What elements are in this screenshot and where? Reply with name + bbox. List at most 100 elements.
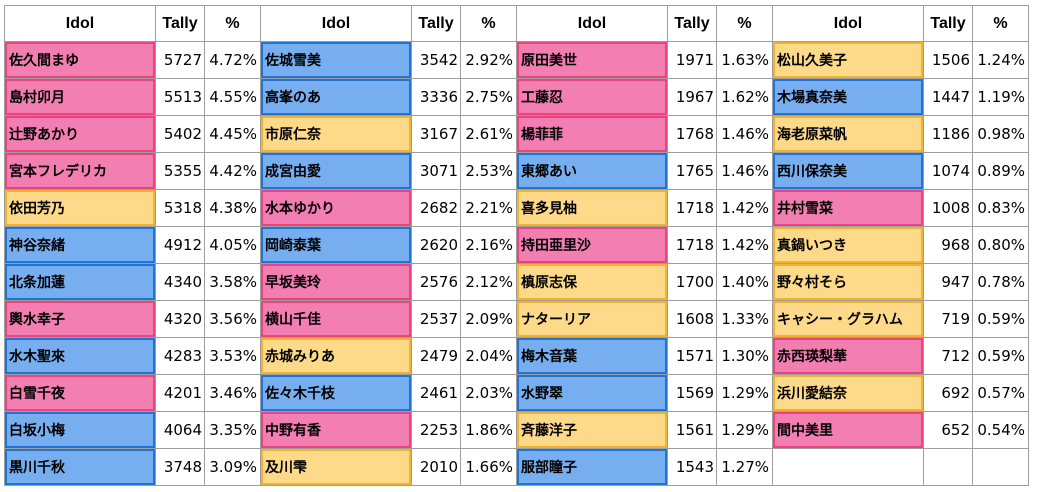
tally-cell: 1506: [923, 41, 973, 79]
table-row: 輿水幸子 4320 3.56% 横山千佳 2537 2.09% ナターリア 1608 1.33%…: [4, 300, 1029, 338]
percent-cell: 0.80%: [972, 226, 1029, 264]
header-idol: Idol: [260, 5, 412, 42]
tally-cell: 1718: [667, 189, 717, 227]
header-tally: Tally: [155, 5, 205, 42]
percent-cell: 1.24%: [972, 41, 1029, 79]
percent-cell: 1.46%: [716, 115, 773, 153]
tally-cell: 5727: [155, 41, 205, 79]
idol-name-cell: 水本ゆかり: [260, 189, 412, 227]
header-percent: %: [204, 5, 261, 42]
percent-cell: 1.63%: [716, 41, 773, 79]
tally-cell: 1967: [667, 78, 717, 116]
percent-cell: 2.09%: [460, 300, 517, 338]
tally-cell: 1768: [667, 115, 717, 153]
idol-name-cell: 野々村そら: [772, 263, 924, 301]
tally-cell: 4340: [155, 263, 205, 301]
percent-cell: 2.75%: [460, 78, 517, 116]
tally-cell: 3167: [411, 115, 461, 153]
idol-name-cell: 依田芳乃: [4, 189, 156, 227]
tally-cell: 1765: [667, 152, 717, 190]
tally-cell: 3071: [411, 152, 461, 190]
idol-name-cell: 梅木音葉: [516, 337, 668, 375]
idol-name-cell: 斉藤洋子: [516, 411, 668, 449]
idol-tally-table: Idol Tally % Idol Tally % Idol Tally % I…: [4, 5, 1029, 486]
table-row: 島村卯月 5513 4.55% 高峯のあ 3336 2.75% 工藤忍 1967 1.62% 木場…: [4, 78, 1029, 116]
percent-cell: 1.19%: [972, 78, 1029, 116]
header-row: Idol Tally % Idol Tally % Idol Tally % I…: [4, 5, 1029, 42]
percent-cell: 1.42%: [716, 189, 773, 227]
tally-cell: 1186: [923, 115, 973, 153]
percent-cell: 4.05%: [204, 226, 261, 264]
percent-cell: 0.54%: [972, 411, 1029, 449]
tally-cell: 1008: [923, 189, 973, 227]
idol-name-cell: 井村雪菜: [772, 189, 924, 227]
tally-table-wrapper: Idol Tally % Idol Tally % Idol Tally % I…: [4, 5, 1029, 486]
table-row: 宮本フレデリカ 5355 4.42% 成宮由愛 3071 2.53% 東郷あい 1765 1.4…: [4, 152, 1029, 190]
table-row: 白坂小梅 4064 3.35% 中野有香 2253 1.86% 斉藤洋子 1561 1.29% 間…: [4, 411, 1029, 449]
header-idol: Idol: [772, 5, 924, 42]
table-row: 佐久間まゆ 5727 4.72% 佐城雪美 3542 2.92% 原田美世 1971 1.63%…: [4, 41, 1029, 79]
tally-cell: 719: [923, 300, 973, 338]
tally-cell: 3542: [411, 41, 461, 79]
idol-name-cell: 服部瞳子: [516, 448, 668, 486]
table-row: 依田芳乃 5318 4.38% 水本ゆかり 2682 2.21% 喜多見柚 1718 1.42%…: [4, 189, 1029, 227]
percent-cell: 0.83%: [972, 189, 1029, 227]
percent-cell: 1.33%: [716, 300, 773, 338]
idol-name-cell: 東郷あい: [516, 152, 668, 190]
table-row: 白雪千夜 4201 3.46% 佐々木千枝 2461 2.03% 水野翠 1569 1.29% 浜…: [4, 374, 1029, 412]
idol-name-cell: 浜川愛結奈: [772, 374, 924, 412]
idol-name-cell: 及川雫: [260, 448, 412, 486]
tally-cell: 1543: [667, 448, 717, 486]
table-row: 水木聖來 4283 3.53% 赤城みりあ 2479 2.04% 梅木音葉 1571 1.30%…: [4, 337, 1029, 375]
idol-name-cell: 松山久美子: [772, 41, 924, 79]
idol-name-cell: 佐々木千枝: [260, 374, 412, 412]
header-tally: Tally: [667, 5, 717, 42]
percent-cell: 1.86%: [460, 411, 517, 449]
percent-cell: 4.42%: [204, 152, 261, 190]
tally-cell: 1700: [667, 263, 717, 301]
idol-name-cell: 岡崎泰葉: [260, 226, 412, 264]
idol-name-cell: 辻野あかり: [4, 115, 156, 153]
percent-cell: 2.03%: [460, 374, 517, 412]
percent-cell: 1.46%: [716, 152, 773, 190]
tally-cell: 5513: [155, 78, 205, 116]
idol-name-cell: 楊菲菲: [516, 115, 668, 153]
idol-name-cell: 赤西瑛梨華: [772, 337, 924, 375]
idol-name-cell: 成宮由愛: [260, 152, 412, 190]
tally-cell: 947: [923, 263, 973, 301]
idol-name-cell: 輿水幸子: [4, 300, 156, 338]
tally-cell: 652: [923, 411, 973, 449]
percent-cell: 1.42%: [716, 226, 773, 264]
idol-name-cell: 赤城みりあ: [260, 337, 412, 375]
table-row: 辻野あかり 5402 4.45% 市原仁奈 3167 2.61% 楊菲菲 1768 1.46% 海…: [4, 115, 1029, 153]
header-percent: %: [972, 5, 1029, 42]
percent-cell: 3.35%: [204, 411, 261, 449]
tally-cell: 2576: [411, 263, 461, 301]
table-row: 黒川千秋 3748 3.09% 及川雫 2010 1.66% 服部瞳子 1543 1.27%: [4, 448, 1029, 486]
percent-cell: 2.12%: [460, 263, 517, 301]
percent-cell: 0.78%: [972, 263, 1029, 301]
percent-cell: 1.29%: [716, 411, 773, 449]
empty-cell: [923, 448, 973, 486]
header-percent: %: [460, 5, 517, 42]
percent-cell: 3.53%: [204, 337, 261, 375]
idol-name-cell: 水野翠: [516, 374, 668, 412]
idol-name-cell: 島村卯月: [4, 78, 156, 116]
idol-name-cell: 真鍋いつき: [772, 226, 924, 264]
tally-cell: 712: [923, 337, 973, 375]
idol-name-cell: 白坂小梅: [4, 411, 156, 449]
idol-name-cell: 槙原志保: [516, 263, 668, 301]
tally-cell: 4320: [155, 300, 205, 338]
tally-cell: 2620: [411, 226, 461, 264]
idol-name-cell: キャシー・グラハム: [772, 300, 924, 338]
header-tally: Tally: [923, 5, 973, 42]
percent-cell: 1.29%: [716, 374, 773, 412]
tally-cell: 1971: [667, 41, 717, 79]
tally-cell: 4912: [155, 226, 205, 264]
tally-cell: 2537: [411, 300, 461, 338]
percent-cell: 2.61%: [460, 115, 517, 153]
idol-name-cell: 早坂美玲: [260, 263, 412, 301]
percent-cell: 0.57%: [972, 374, 1029, 412]
idol-name-cell: 横山千佳: [260, 300, 412, 338]
percent-cell: 0.59%: [972, 300, 1029, 338]
